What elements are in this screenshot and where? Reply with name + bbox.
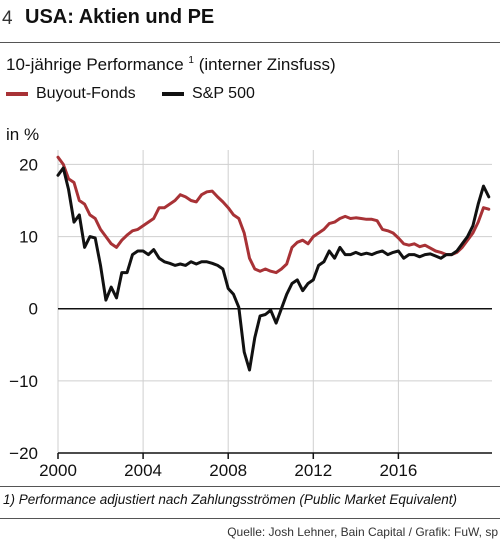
y-tick-label: 0 [29, 300, 38, 319]
subtitle-footnote-marker: 1 [188, 55, 194, 66]
y-tick-label: −20 [9, 444, 38, 463]
footnote-rule [0, 486, 500, 487]
grid-lines [57, 150, 492, 453]
x-tick-label: 2016 [379, 461, 417, 480]
legend-item-sp500: S&P 500 [162, 85, 255, 103]
chart-number: 4 [2, 8, 13, 29]
legend-label-buyout: Buyout-Fonds [36, 85, 136, 102]
series-line-buyout-fonds [56, 155, 491, 275]
y-tick-label: 10 [19, 228, 38, 247]
y-tick-label: 20 [19, 155, 38, 174]
legend-swatch-buyout [6, 92, 28, 96]
series-line-sp500 [56, 166, 491, 372]
series-lines [56, 155, 491, 372]
x-tick-label: 2012 [294, 461, 332, 480]
x-tick-label: 2000 [39, 461, 77, 480]
chart-subtitle: 10-jährige Performance 1 (interner Zinsf… [6, 55, 336, 75]
legend-label-sp500: S&P 500 [192, 85, 255, 102]
legend-swatch-sp500 [162, 92, 184, 96]
y-axis-label: in % [6, 125, 39, 144]
title-rule [0, 42, 500, 43]
subtitle-text: 10-jährige Performance [6, 55, 184, 74]
subtitle-rest: (interner Zinsfuss) [198, 55, 336, 74]
x-tick-label: 2004 [124, 461, 162, 480]
x-tick-label: 2008 [209, 461, 247, 480]
legend-item-buyout: Buyout-Fonds [6, 85, 136, 103]
source-credit: Quelle: Josh Lehner, Bain Capital / Graf… [227, 525, 498, 539]
y-tick-label: −10 [9, 372, 38, 391]
chart-title: USA: Aktien und PE [25, 6, 215, 28]
source-rule [0, 518, 500, 519]
footnote: 1) Performance adjustiert nach Zahlungss… [3, 492, 457, 507]
